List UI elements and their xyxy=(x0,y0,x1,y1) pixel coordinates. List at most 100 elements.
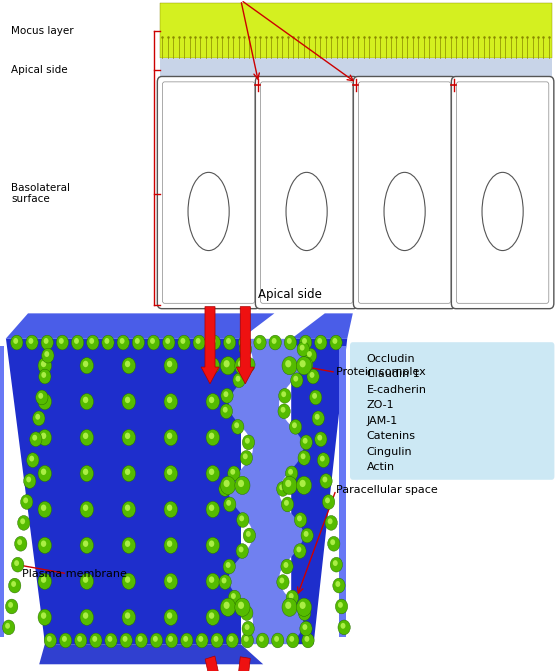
Circle shape xyxy=(328,518,333,524)
Circle shape xyxy=(221,389,233,403)
Text: Basolateral
surface: Basolateral surface xyxy=(11,183,70,205)
Circle shape xyxy=(164,393,178,410)
Circle shape xyxy=(279,484,284,491)
Circle shape xyxy=(83,397,88,403)
Circle shape xyxy=(269,336,281,350)
Circle shape xyxy=(59,633,72,648)
Circle shape xyxy=(30,432,42,447)
Circle shape xyxy=(243,609,248,615)
Circle shape xyxy=(11,336,23,350)
Circle shape xyxy=(318,435,322,441)
Circle shape xyxy=(272,633,284,648)
Circle shape xyxy=(35,414,40,420)
Circle shape xyxy=(27,453,39,468)
Circle shape xyxy=(228,636,234,642)
Circle shape xyxy=(59,338,64,344)
Circle shape xyxy=(14,560,19,566)
Circle shape xyxy=(181,633,193,648)
Circle shape xyxy=(135,633,147,648)
Circle shape xyxy=(302,338,307,344)
Circle shape xyxy=(206,501,220,517)
Circle shape xyxy=(302,633,314,648)
Circle shape xyxy=(32,411,45,425)
Circle shape xyxy=(228,590,241,605)
Circle shape xyxy=(243,528,255,543)
Circle shape xyxy=(77,636,82,642)
Circle shape xyxy=(219,574,231,589)
Circle shape xyxy=(92,636,97,642)
Circle shape xyxy=(235,356,250,375)
Circle shape xyxy=(209,613,214,619)
Circle shape xyxy=(285,360,291,368)
Circle shape xyxy=(8,602,13,608)
Circle shape xyxy=(296,356,311,375)
Circle shape xyxy=(206,393,220,410)
Circle shape xyxy=(74,633,87,648)
Circle shape xyxy=(286,466,298,481)
Circle shape xyxy=(296,546,301,552)
Circle shape xyxy=(153,636,158,642)
Circle shape xyxy=(38,609,52,625)
Circle shape xyxy=(125,540,130,547)
Text: JAM-1: JAM-1 xyxy=(367,416,398,425)
Text: Mocus layer: Mocus layer xyxy=(11,25,74,36)
Circle shape xyxy=(259,636,264,642)
Text: Protein complex: Protein complex xyxy=(336,368,426,377)
Circle shape xyxy=(310,390,322,405)
Circle shape xyxy=(167,576,172,583)
FancyBboxPatch shape xyxy=(451,76,554,309)
Circle shape xyxy=(325,515,337,530)
Circle shape xyxy=(223,360,230,368)
Circle shape xyxy=(245,437,250,444)
Circle shape xyxy=(108,636,113,642)
Circle shape xyxy=(211,633,223,648)
Circle shape xyxy=(245,624,250,630)
Circle shape xyxy=(282,598,297,617)
Circle shape xyxy=(330,336,342,350)
FancyArrow shape xyxy=(201,307,219,384)
Circle shape xyxy=(282,476,297,495)
Ellipse shape xyxy=(384,172,425,250)
Text: Plasma membrane: Plasma membrane xyxy=(22,569,127,578)
Circle shape xyxy=(125,576,130,583)
Circle shape xyxy=(165,633,178,648)
Circle shape xyxy=(291,373,303,388)
Circle shape xyxy=(41,468,46,475)
Circle shape xyxy=(206,466,220,482)
Circle shape xyxy=(312,411,324,425)
Circle shape xyxy=(300,480,306,487)
Circle shape xyxy=(47,636,52,642)
Circle shape xyxy=(241,606,253,621)
Circle shape xyxy=(209,540,214,547)
Circle shape xyxy=(315,336,327,350)
Circle shape xyxy=(209,433,214,439)
Circle shape xyxy=(122,501,136,517)
Circle shape xyxy=(17,515,30,530)
Circle shape xyxy=(328,536,340,551)
Circle shape xyxy=(41,576,46,583)
Circle shape xyxy=(234,422,239,428)
Circle shape xyxy=(292,422,297,428)
Circle shape xyxy=(105,633,117,648)
FancyBboxPatch shape xyxy=(255,76,358,309)
Circle shape xyxy=(298,606,311,621)
Circle shape xyxy=(38,466,52,482)
Circle shape xyxy=(13,338,18,344)
Circle shape xyxy=(44,351,49,357)
Text: Actin: Actin xyxy=(367,462,395,472)
Circle shape xyxy=(296,476,311,495)
Circle shape xyxy=(241,338,246,344)
Circle shape xyxy=(80,393,94,410)
Ellipse shape xyxy=(482,172,523,250)
Circle shape xyxy=(193,336,206,350)
Circle shape xyxy=(272,338,277,344)
Circle shape xyxy=(223,559,235,574)
Polygon shape xyxy=(291,313,353,339)
Circle shape xyxy=(340,623,346,629)
Circle shape xyxy=(125,433,130,439)
Circle shape xyxy=(122,429,136,446)
Circle shape xyxy=(24,474,36,488)
Circle shape xyxy=(304,531,309,537)
Circle shape xyxy=(206,573,220,590)
Circle shape xyxy=(42,348,54,363)
